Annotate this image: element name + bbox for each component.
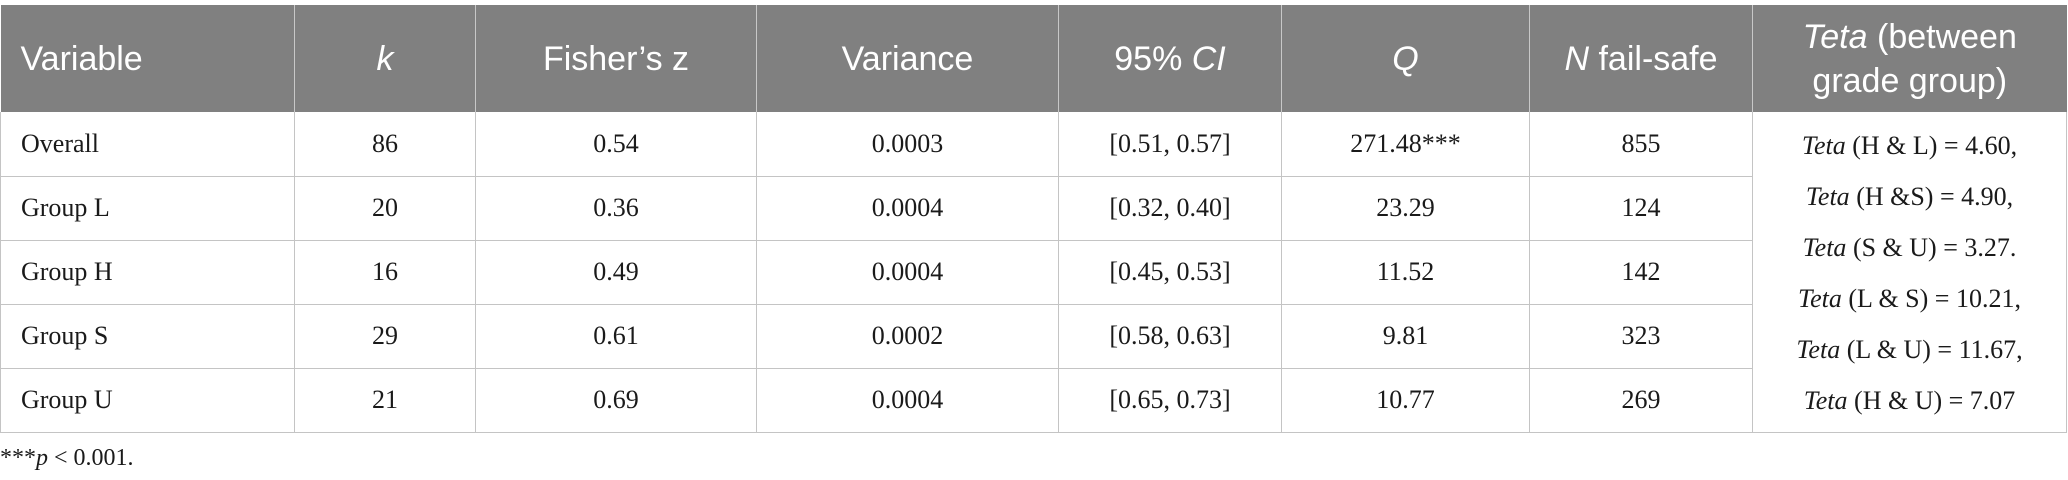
header-fisher-z: Fisher’s z — [475, 5, 757, 112]
cell-ci: [0.45, 0.53] — [1058, 240, 1282, 305]
cell-ci: [0.58, 0.63] — [1058, 304, 1282, 369]
cell-q: 271.48*** — [1281, 112, 1530, 177]
teta-line: Teta (H & U) = 7.07 — [1803, 386, 2016, 415]
cell-k: 29 — [294, 304, 476, 369]
cell-k: 21 — [294, 368, 476, 434]
cell-fail-safe: 855 — [1529, 112, 1753, 177]
cell-fisher-z: 0.36 — [475, 176, 757, 241]
cell-fisher-z: 0.69 — [475, 368, 757, 434]
header-variance: Variance — [756, 5, 1059, 112]
header-row: Variable k Fisher’s z Variance 95% CI Q … — [0, 5, 2067, 112]
cell-fail-safe: 269 — [1529, 368, 1753, 434]
cell-fisher-z: 0.61 — [475, 304, 757, 369]
teta-line: Teta (H & L) = 4.60, — [1801, 131, 2018, 160]
cell-variable: Group H — [0, 240, 295, 305]
cell-q: 11.52 — [1281, 240, 1530, 305]
cell-fisher-z: 0.49 — [475, 240, 757, 305]
table-row: Group H 16 0.49 0.0004 [0.45, 0.53] 11.5… — [0, 240, 2067, 305]
table-footnote: ***p < 0.001. — [0, 445, 134, 471]
teta-line: Teta (S & U) = 3.27. — [1802, 233, 2017, 262]
table-row: Group U 21 0.69 0.0004 [0.65, 0.73] 10.7… — [0, 368, 2067, 434]
cell-k: 86 — [294, 112, 476, 177]
cell-q: 9.81 — [1281, 304, 1530, 369]
cell-variable: Group S — [0, 304, 295, 369]
cell-variance: 0.0003 — [756, 112, 1059, 177]
header-k: k — [294, 5, 476, 112]
cell-variance: 0.0002 — [756, 304, 1059, 369]
header-teta: Teta (between grade group) — [1752, 5, 2067, 112]
cell-k: 20 — [294, 176, 476, 241]
cell-fisher-z: 0.54 — [475, 112, 757, 177]
header-fail-safe: N fail-safe — [1529, 5, 1753, 112]
cell-ci: [0.32, 0.40] — [1058, 176, 1282, 241]
cell-variance: 0.0004 — [756, 368, 1059, 434]
teta-line: Teta (H &S) = 4.90, — [1805, 182, 2014, 211]
cell-variance: 0.0004 — [756, 240, 1059, 305]
cell-variable: Group L — [0, 176, 295, 241]
cell-fail-safe: 124 — [1529, 176, 1753, 241]
cell-variable: Overall — [0, 112, 295, 177]
cell-variable: Group U — [0, 368, 295, 434]
cell-k: 16 — [294, 240, 476, 305]
header-q: Q — [1281, 5, 1530, 112]
cell-q: 10.77 — [1281, 368, 1530, 434]
header-variable: Variable — [0, 5, 295, 112]
cell-ci: [0.65, 0.73] — [1058, 368, 1282, 434]
cell-q: 23.29 — [1281, 176, 1530, 241]
header-ci: 95% CI — [1058, 5, 1282, 112]
table-row: Group L 20 0.36 0.0004 [0.32, 0.40] 23.2… — [0, 176, 2067, 241]
cell-fail-safe: 323 — [1529, 304, 1753, 369]
cell-ci: [0.51, 0.57] — [1058, 112, 1282, 177]
cell-teta: Teta (H & L) = 4.60, Teta (H &S) = 4.90,… — [1752, 112, 2067, 433]
table-row: Group S 29 0.61 0.0002 [0.58, 0.63] 9.81… — [0, 304, 2067, 369]
teta-line: Teta (L & S) = 10.21, — [1798, 284, 2021, 313]
meta-analysis-table: Variable k Fisher’s z Variance 95% CI Q … — [0, 5, 2067, 434]
table-row: Overall 86 0.54 0.0003 [0.51, 0.57] 271.… — [0, 112, 2067, 433]
cell-variance: 0.0004 — [756, 176, 1059, 241]
teta-line: Teta (L & U) = 11.67, — [1796, 335, 2023, 364]
cell-fail-safe: 142 — [1529, 240, 1753, 305]
